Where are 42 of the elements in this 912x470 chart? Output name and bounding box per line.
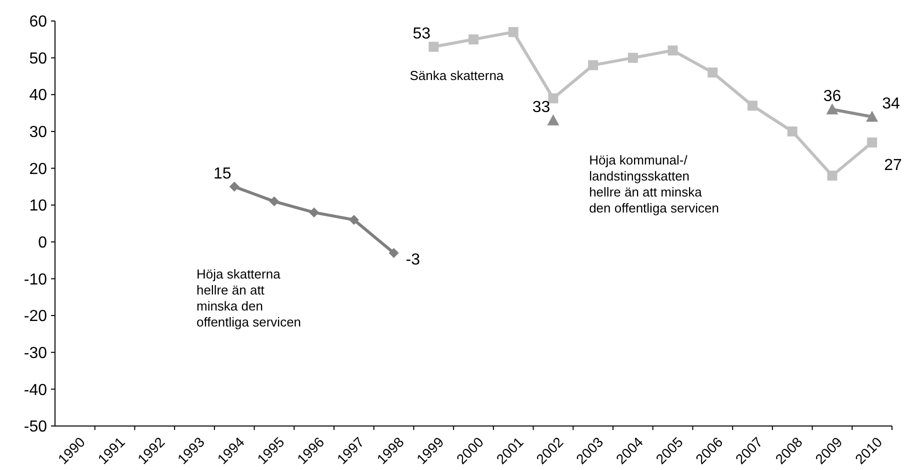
point — [269, 196, 280, 206]
point — [708, 68, 718, 78]
point — [588, 60, 598, 70]
point — [867, 138, 878, 148]
point — [309, 207, 320, 218]
point — [388, 248, 399, 258]
point — [826, 103, 838, 114]
point — [548, 93, 558, 104]
y-tick-label: -30 — [24, 344, 48, 362]
data-label: 33 — [532, 99, 550, 116]
y-tick-label: -40 — [24, 382, 48, 399]
annotation: Höja skatterna hellre än att minska den offentliga servicen — [196, 266, 302, 330]
data-label: 36 — [823, 88, 842, 105]
data-label: 53 — [412, 25, 431, 42]
data-label: 27 — [884, 157, 902, 174]
annotation: Sänka skatterna — [410, 68, 504, 83]
point — [628, 52, 638, 63]
data-label: 15 — [213, 165, 232, 182]
y-tick-label: -10 — [24, 271, 48, 288]
y-tick-label: -50 — [24, 418, 48, 436]
point — [547, 114, 560, 126]
point — [468, 34, 478, 44]
point — [428, 42, 439, 52]
y-tick-label: -20 — [24, 308, 48, 326]
y-tick-label: 60 — [29, 14, 48, 31]
y-tick-label: 40 — [29, 87, 48, 104]
point — [668, 45, 678, 56]
y-tick-label: 0 — [38, 234, 48, 252]
point — [229, 182, 240, 192]
y-tick-label: 50 — [29, 50, 48, 68]
data-label: 34 — [882, 95, 900, 112]
point — [348, 214, 359, 225]
y-tick-label: 20 — [29, 160, 48, 178]
point — [787, 126, 798, 136]
point — [748, 100, 758, 111]
y-tick-label: 10 — [29, 198, 48, 215]
data-label: -3 — [406, 252, 420, 269]
point — [827, 170, 838, 181]
annotation: Höja kommunal-/landstingsskatten hellre än att minska den offentliga servicen — [589, 152, 719, 216]
point — [866, 110, 878, 122]
point — [508, 27, 518, 38]
y-tick-label: 30 — [29, 124, 48, 142]
